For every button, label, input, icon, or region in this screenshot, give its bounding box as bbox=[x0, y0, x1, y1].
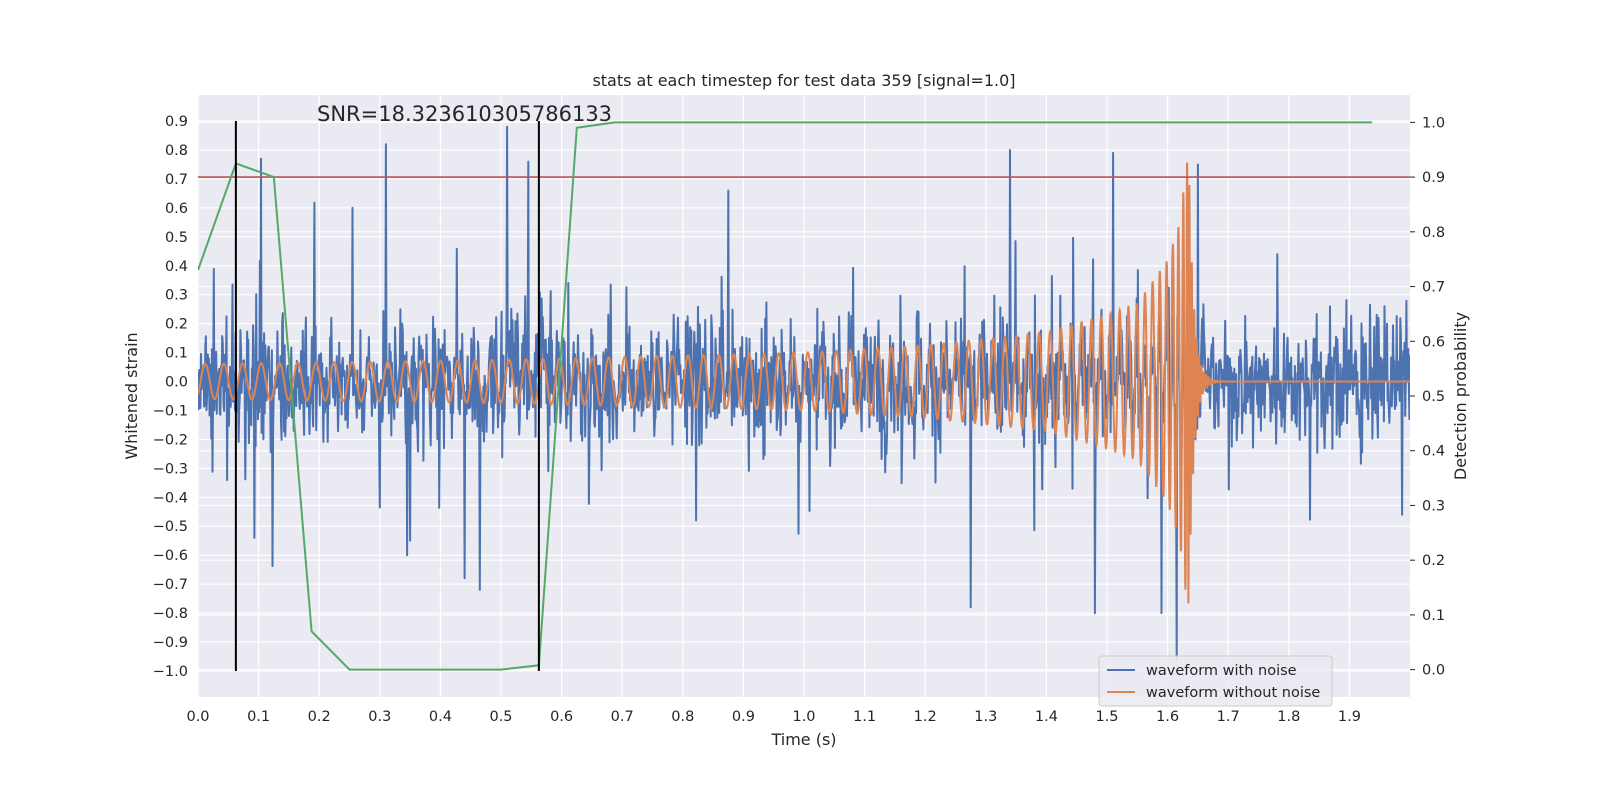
x-tick-label: 1.1 bbox=[853, 709, 876, 725]
x-tick-label: 0.7 bbox=[611, 709, 634, 725]
legend-label-clean: waveform without noise bbox=[1146, 685, 1320, 701]
y-tick-label: −0.6 bbox=[153, 548, 188, 564]
y2-tick-label: 0.5 bbox=[1422, 389, 1445, 405]
x-tick-label: 0.6 bbox=[550, 709, 573, 725]
y-tick-label: 0.0 bbox=[165, 375, 188, 391]
x-tick-label: 0.8 bbox=[671, 709, 694, 725]
y2-tick-label: 0.1 bbox=[1422, 608, 1445, 624]
x-tick-label: 1.9 bbox=[1338, 709, 1361, 725]
y-tick-label: −0.2 bbox=[153, 432, 188, 448]
x-tick-label: 0.4 bbox=[429, 709, 452, 725]
x-tick-label: 1.3 bbox=[974, 709, 997, 725]
x-tick-label: 0.9 bbox=[732, 709, 755, 725]
series-layer bbox=[198, 121, 1410, 671]
y-tick-label: 0.8 bbox=[165, 143, 188, 159]
y-tick-label: 0.5 bbox=[165, 230, 188, 246]
y-tick-label: 0.7 bbox=[165, 172, 188, 188]
x-tick-label: 0.2 bbox=[308, 709, 331, 725]
y-tick-label: −0.4 bbox=[153, 490, 188, 506]
series-waveform-without-noise bbox=[198, 162, 1410, 604]
y2-tick-label: 0.9 bbox=[1422, 170, 1445, 186]
y-tick-label: −0.5 bbox=[153, 519, 188, 535]
y2-tick-label: 1.0 bbox=[1422, 115, 1445, 131]
legend-box bbox=[1098, 655, 1333, 707]
x-axis-label: Time (s) bbox=[770, 730, 836, 749]
y-axis-label: Whitened strain bbox=[122, 332, 141, 459]
y-tick-label: 0.3 bbox=[165, 288, 188, 304]
y-tick-label: −0.8 bbox=[153, 606, 188, 622]
x-tick-label: 1.4 bbox=[1035, 709, 1058, 725]
y2-tick-label: 0.3 bbox=[1422, 498, 1445, 514]
snr-annotation: SNR=18.323610305786133 bbox=[317, 102, 612, 126]
y-tick-label: −0.7 bbox=[153, 577, 188, 593]
y-axis-ticks: 0.9 0.8 0.7 0.6 0.5 0.4 0.3 0.2 0.1 0.0 −0.1 −0.2 −0… bbox=[153, 114, 188, 680]
x-tick-label: 0.3 bbox=[368, 709, 391, 725]
y2-tick-label: 0.0 bbox=[1422, 663, 1445, 679]
y-tick-label: 0.4 bbox=[165, 259, 188, 275]
x-tick-label: 0.5 bbox=[489, 709, 512, 725]
x-tick-label: 1.0 bbox=[792, 709, 815, 725]
x-tick-label: 1.7 bbox=[1217, 709, 1240, 725]
y-tick-label: −0.9 bbox=[153, 635, 188, 651]
y2-tick-label: 0.7 bbox=[1422, 280, 1445, 296]
y2-tick-label: 0.6 bbox=[1422, 334, 1445, 350]
y-tick-label: −0.3 bbox=[153, 461, 188, 477]
x-axis-ticks: 0.0 0.1 0.2 0.3 0.4 0.5 0.6 0.7 0.8 0.9 1.0 1.1 1.2 1… bbox=[186, 709, 1360, 725]
y2-tick-label: 0.8 bbox=[1422, 225, 1445, 241]
x-tick-label: 0.1 bbox=[247, 709, 270, 725]
x-tick-label: 0.0 bbox=[186, 709, 209, 725]
y2-axis-label: Detection probability bbox=[1451, 312, 1470, 480]
y2-axis-ticks: 1.0 0.9 0.8 0.7 0.6 0.5 0.4 0.3 0.2 0.1 0.0 bbox=[1410, 115, 1445, 679]
x-tick-label: 1.6 bbox=[1156, 709, 1179, 725]
y-tick-label: 0.6 bbox=[165, 201, 188, 217]
y-tick-label: −0.1 bbox=[153, 403, 188, 419]
x-tick-label: 1.2 bbox=[914, 709, 937, 725]
y2-tick-label: 0.4 bbox=[1422, 444, 1445, 460]
y2-tick-label: 0.2 bbox=[1422, 553, 1445, 569]
chart-title: stats at each timestep for test data 359… bbox=[592, 71, 1015, 90]
y-tick-label: −1.0 bbox=[153, 664, 188, 680]
y-tick-label: 0.1 bbox=[165, 346, 188, 362]
y-tick-label: 0.2 bbox=[165, 317, 188, 333]
legend-label-noisy: waveform with noise bbox=[1146, 663, 1297, 679]
y-tick-label: 0.9 bbox=[165, 114, 188, 130]
x-tick-label: 1.5 bbox=[1095, 709, 1118, 725]
x-tick-label: 1.8 bbox=[1277, 709, 1300, 725]
legend: waveform with noise waveform without noi… bbox=[1098, 655, 1333, 707]
